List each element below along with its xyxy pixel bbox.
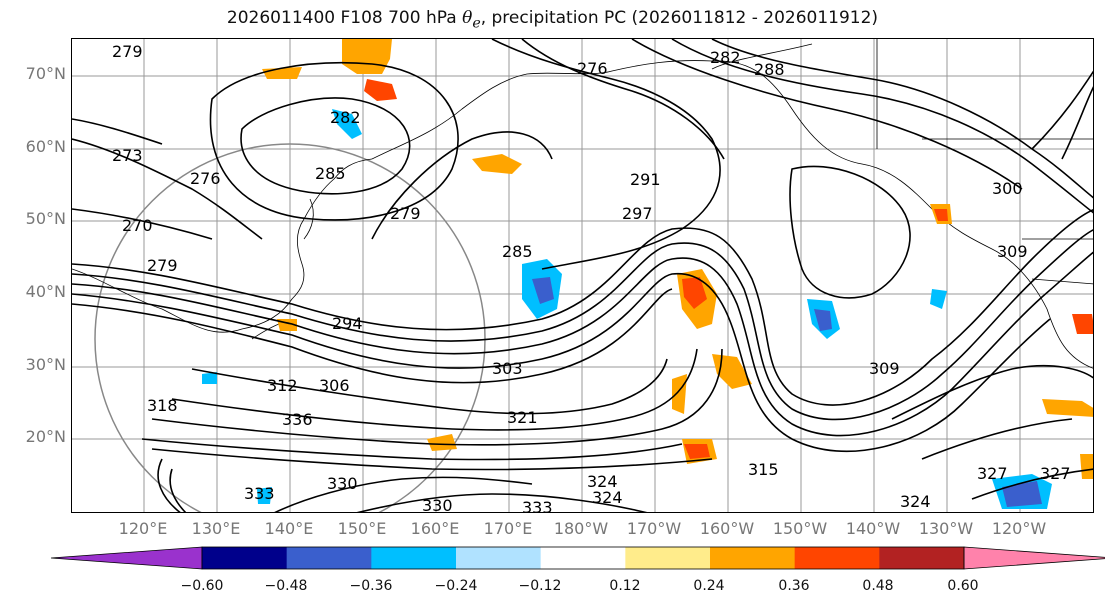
colorbar-cell bbox=[710, 547, 796, 569]
colorbar-cell bbox=[794, 547, 880, 569]
contour-label: 273 bbox=[112, 146, 143, 165]
contour-label: 336 bbox=[282, 410, 313, 429]
contour-label: 324 bbox=[900, 492, 931, 511]
contour-label: 309 bbox=[997, 242, 1028, 261]
lat-label: 70°N bbox=[25, 64, 66, 83]
contour-label: 312 bbox=[267, 376, 298, 395]
lon-label: 130°W bbox=[918, 519, 974, 538]
colorbar-tick-label: 0.48 bbox=[862, 578, 894, 594]
contour-label: 288 bbox=[754, 60, 785, 79]
contour-label: 315 bbox=[748, 460, 779, 479]
contour-label: 282 bbox=[710, 48, 741, 67]
contour-label: 276 bbox=[577, 59, 608, 78]
colorbar-cell bbox=[202, 547, 288, 569]
contour-label: 291 bbox=[630, 170, 661, 189]
lat-label: 50°N bbox=[25, 209, 66, 228]
contour-label: 324 bbox=[592, 488, 623, 507]
colorbar-cell bbox=[625, 547, 711, 569]
colorbar-cell bbox=[540, 547, 626, 569]
colorbar-tick-label: 0.12 bbox=[609, 578, 641, 594]
lon-label: 180°W bbox=[553, 519, 609, 538]
contour-label: 303 bbox=[492, 359, 523, 378]
theta-e-contours bbox=[72, 39, 1093, 512]
lon-label: 160°E bbox=[410, 519, 460, 538]
contour-label: 294 bbox=[332, 314, 363, 333]
lon-label: 130°E bbox=[191, 519, 241, 538]
contour-label: 330 bbox=[422, 496, 453, 513]
lon-label: 120°W bbox=[991, 519, 1047, 538]
contour-label: 279 bbox=[147, 256, 178, 275]
lat-label: 20°N bbox=[25, 427, 66, 446]
colorbar-cell bbox=[50, 546, 203, 570]
colorbar-cell bbox=[879, 547, 965, 569]
contour-label: 285 bbox=[502, 242, 533, 261]
lon-label: 140°W bbox=[845, 519, 901, 538]
colorbar-cell bbox=[371, 547, 457, 569]
contour-label: 270 bbox=[122, 216, 153, 235]
colorbar-tick-label: 0.24 bbox=[693, 578, 725, 594]
graticule bbox=[72, 39, 1093, 512]
contour-label: 279 bbox=[390, 204, 421, 223]
colorbar-tick-label: 0.36 bbox=[778, 578, 810, 594]
lat-label: 60°N bbox=[25, 137, 66, 156]
contour-labels: 279 273 276 270 279 282 285 279 276 282 … bbox=[112, 42, 1071, 513]
contour-label: 276 bbox=[190, 169, 221, 188]
lat-label: 40°N bbox=[25, 282, 66, 301]
map-canvas: 279 273 276 270 279 282 285 279 276 282 … bbox=[72, 39, 1093, 513]
lon-label: 120°E bbox=[118, 519, 168, 538]
contour-label: 306 bbox=[319, 376, 350, 395]
contour-label: 279 bbox=[112, 42, 143, 61]
colorbar-cell bbox=[456, 547, 542, 569]
contour-label: 318 bbox=[147, 396, 178, 415]
lon-label: 150°E bbox=[337, 519, 387, 538]
lon-label: 170°W bbox=[626, 519, 682, 538]
contour-label: 333 bbox=[522, 498, 553, 513]
colorbar-tick-label: 0.60 bbox=[947, 578, 979, 594]
contour-label: 327 bbox=[977, 464, 1008, 483]
contour-label: 333 bbox=[244, 484, 275, 503]
map-title: 2026011400 F108 700 hPa θe, precipitatio… bbox=[226, 8, 879, 32]
lat-label: 30°N bbox=[25, 355, 66, 374]
colorbar-tick-label: −0.48 bbox=[264, 578, 308, 594]
contour-label: 300 bbox=[992, 179, 1023, 198]
contour-label: 327 bbox=[1040, 464, 1071, 483]
colorbar-cell bbox=[286, 547, 372, 569]
map-panel: 279 273 276 270 279 282 285 279 276 282 … bbox=[71, 38, 1094, 513]
colorbar-frame bbox=[201, 546, 965, 570]
lon-label: 160°W bbox=[699, 519, 755, 538]
contour-label: 324 bbox=[587, 472, 618, 491]
colorbar-tick-label: −0.60 bbox=[180, 578, 224, 594]
contour-label: 297 bbox=[622, 204, 653, 223]
colorbar-tick-label: −0.36 bbox=[349, 578, 393, 594]
contour-label: 309 bbox=[869, 359, 900, 378]
lon-label: 150°W bbox=[772, 519, 828, 538]
colorbar bbox=[50, 546, 1105, 570]
colorbar-cells bbox=[50, 546, 1105, 570]
lon-label: 140°E bbox=[264, 519, 314, 538]
contour-label: 321 bbox=[507, 408, 538, 427]
colorbar-tick-label: −0.24 bbox=[434, 578, 478, 594]
colorbar-cell bbox=[963, 546, 1105, 570]
colorbar-tick-label: −0.12 bbox=[518, 578, 562, 594]
contour-label: 282 bbox=[330, 108, 361, 127]
lon-label: 170°E bbox=[483, 519, 533, 538]
contour-label: 285 bbox=[315, 164, 346, 183]
contour-label: 330 bbox=[327, 474, 358, 493]
